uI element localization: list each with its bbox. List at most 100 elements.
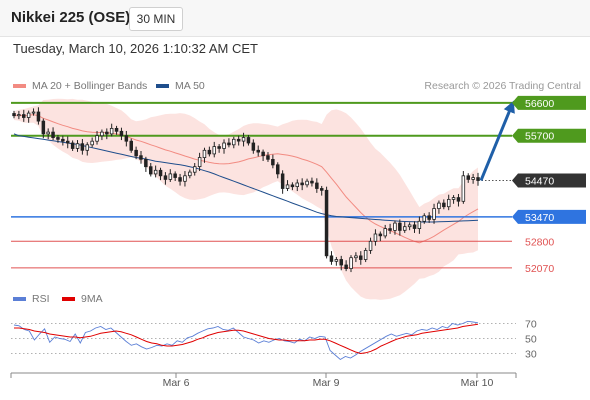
candle [46,128,50,140]
bollinger-legend-label: MA 20 + Bollinger Bands [32,80,148,92]
candle-body [261,151,265,157]
rsi-panel: 70 50 30 [11,319,537,361]
candle-body [417,220,422,230]
candle [139,150,143,164]
bollinger-band-fill [14,98,478,300]
candle [363,247,368,263]
candle-body [31,111,36,114]
candle [358,251,363,265]
candle [192,163,197,176]
candle [173,171,177,182]
bollinger-legend: MA 20 + Bollinger Bands [13,80,147,92]
candle [456,193,461,207]
rsi-line [13,320,479,361]
candle-body [373,233,378,242]
candle [378,231,383,242]
candle [109,123,114,137]
candle [212,141,216,158]
candle-body [383,228,387,237]
candle [300,178,304,191]
candle [148,163,153,177]
candle-body [158,169,163,177]
rsi-legend: RSI [13,293,50,305]
candle [95,130,99,145]
candle-body [334,259,339,262]
candle-body [75,143,80,149]
rsi-legend-label: RSI [32,293,50,305]
candle-body [192,166,197,173]
candle-body [363,249,368,260]
candle [85,142,90,156]
candle [66,136,70,149]
rsi-ma-legend-label: 9MA [81,293,103,305]
candle [339,255,343,271]
candle-body [61,138,65,142]
timeframe-button[interactable]: 30 MIN [129,7,183,31]
candle-body [207,149,212,155]
candle [26,110,31,123]
candle-body [393,222,397,231]
candle [437,200,441,214]
candle-body [446,198,451,208]
rsi-swatch [13,297,26,301]
candle-body [51,131,55,139]
rsi-ma-swatch [62,297,75,301]
candle-body [227,142,231,146]
candle-body [432,208,436,220]
candle-body [90,140,94,146]
candle [368,237,373,254]
candle [12,110,16,119]
candle [349,255,353,273]
candle [305,178,309,188]
candle [51,127,55,141]
candle [461,171,466,204]
candle [446,194,451,211]
candle-body [222,142,226,149]
candle [183,171,187,187]
candle-body [466,175,470,180]
candle-body [378,233,383,237]
candle-body [12,113,16,117]
rsi-tick-label-30: 30 [525,349,537,361]
candle-body [70,142,75,149]
level-tag-bg [512,128,586,143]
candle [119,127,124,141]
candle [90,137,94,148]
candle [56,134,60,143]
candle [144,156,148,172]
candle [285,180,290,192]
candle-body [202,149,207,159]
rsi-tick-label-50: 50 [525,334,537,346]
candle [202,147,207,163]
candle [261,149,265,162]
candle-body [354,255,358,259]
candle [17,110,21,120]
chart-datetime: Tuesday, March 10, 2026 1:10:32 AM CET [13,41,258,56]
candle-body [349,257,353,270]
candle [271,154,275,169]
candle-body [178,177,182,182]
candle [36,107,41,125]
candle-body [295,182,299,187]
candle [329,251,334,265]
candle-body [80,143,85,151]
ma20-line [13,114,479,244]
candle [134,146,138,160]
candle [231,136,236,149]
candle [207,146,212,157]
rsi-ma-legend: 9MA [62,293,103,305]
candle-body [217,146,221,149]
level-tag-bg [512,209,586,224]
candlesticks [12,107,480,273]
rsi-tick-label-70: 70 [525,319,537,331]
candle-body [95,135,99,142]
candle [197,152,202,172]
candle [75,140,80,152]
candle-body [21,114,26,118]
candle-body [26,112,31,118]
candle-body [442,202,446,208]
candle [251,139,256,154]
candle-body [36,111,41,122]
ma50-swatch [156,84,169,88]
